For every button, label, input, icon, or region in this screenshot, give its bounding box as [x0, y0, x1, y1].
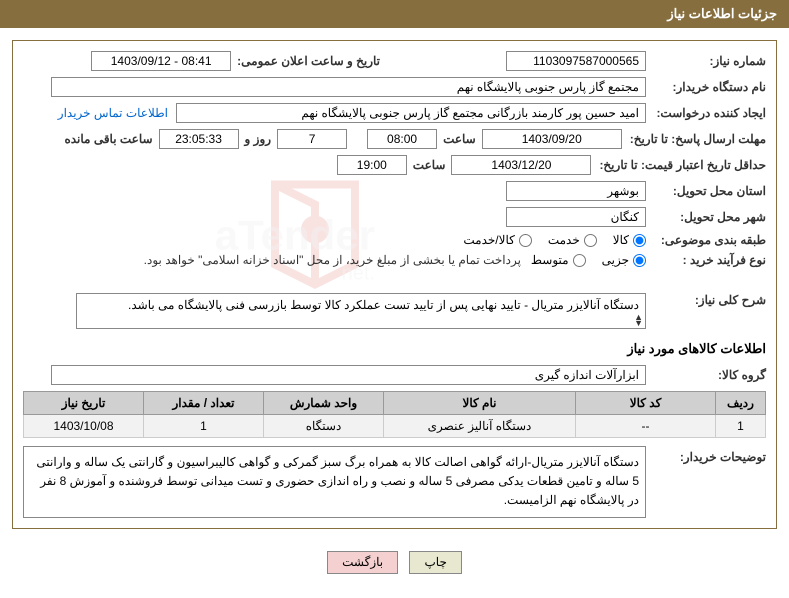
th-unit: واحد شمارش	[264, 392, 384, 415]
response-hour-field: 08:00	[367, 129, 437, 149]
response-deadline-label: مهلت ارسال پاسخ: تا تاریخ:	[622, 132, 766, 146]
response-date-field: 1403/09/20	[482, 129, 622, 149]
print-button[interactable]: چاپ	[409, 551, 461, 574]
td-row: 1	[716, 415, 766, 438]
group-label: گروه کالا:	[646, 368, 766, 382]
category-option-service[interactable]: خدمت	[548, 233, 597, 247]
page-header: جزئیات اطلاعات نیاز	[0, 0, 789, 28]
th-code: کد کالا	[576, 392, 716, 415]
purchase-option-minor[interactable]: جزیی	[602, 253, 646, 267]
content-frame: AriaTender .net شماره نیاز: 110309758700…	[12, 40, 777, 529]
category-label: طبقه بندی موضوعی:	[646, 233, 766, 247]
announce-datetime-field: 1403/09/12 - 08:41	[91, 51, 231, 71]
back-button[interactable]: بازگشت	[327, 551, 398, 574]
price-validity-hour-field: 19:00	[337, 155, 407, 175]
footer-buttons: چاپ بازگشت	[0, 541, 789, 588]
general-desc-text: دستگاه آنالایزر متریال - تایید نهایی پس …	[128, 298, 639, 312]
hour-label-1: ساعت	[437, 132, 482, 146]
category-radio-goods[interactable]	[633, 234, 646, 247]
delivery-city-field: کنگان	[506, 207, 646, 227]
resize-handle-icon[interactable]: ▲▼	[634, 314, 643, 326]
group-field: ابزارآلات اندازه گیری	[51, 365, 646, 385]
purchase-type-radio-group: جزیی متوسط	[531, 253, 646, 267]
need-number-field: 1103097587000565	[506, 51, 646, 71]
hours-remaining-label: ساعت باقی مانده	[58, 132, 158, 146]
announce-datetime-label: تاریخ و ساعت اعلان عمومی:	[231, 54, 386, 68]
purchase-radio-medium[interactable]	[573, 254, 586, 267]
th-date: تاریخ نیاز	[24, 392, 144, 415]
request-creator-label: ایجاد کننده درخواست:	[646, 106, 766, 120]
hour-label-2: ساعت	[407, 158, 452, 172]
category-option-goods[interactable]: کالا	[613, 233, 646, 247]
purchase-option-medium[interactable]: متوسط	[531, 253, 586, 267]
category-option-both[interactable]: کالا/خدمت	[463, 233, 531, 247]
purchase-type-label: نوع فرآیند خرید :	[646, 253, 766, 267]
request-creator-field: امید حسین پور کارمند بازرگانی مجتمع گاز …	[176, 103, 646, 123]
table-row: 1 -- دستگاه آنالیز عنصری دستگاه 1 1403/1…	[24, 415, 766, 438]
category-radio-group: کالا خدمت کالا/خدمت	[463, 233, 646, 247]
td-date: 1403/10/08	[24, 415, 144, 438]
need-number-label: شماره نیاز:	[646, 54, 766, 68]
price-validity-date-field: 1403/12/20	[451, 155, 591, 175]
th-name: نام کالا	[384, 392, 576, 415]
td-name: دستگاه آنالیز عنصری	[384, 415, 576, 438]
delivery-city-label: شهر محل تحویل:	[646, 210, 766, 224]
buyer-notes-label: توضیحات خریدار:	[646, 446, 766, 464]
days-and-label: روز و	[239, 132, 278, 146]
buyer-notes-box: دستگاه آنالایزر متریال-ارائه گواهی اصالت…	[23, 446, 646, 518]
time-remaining-field: 23:05:33	[159, 129, 239, 149]
th-qty: تعداد / مقدار	[144, 392, 264, 415]
buyer-org-label: نام دستگاه خریدار:	[646, 80, 766, 94]
delivery-province-field: بوشهر	[506, 181, 646, 201]
purchase-radio-minor[interactable]	[633, 254, 646, 267]
category-radio-service[interactable]	[584, 234, 597, 247]
general-desc-label: شرح کلی نیاز:	[646, 293, 766, 307]
purchase-note: پرداخت تمام یا بخشی از مبلغ خرید، از محل…	[144, 253, 521, 267]
td-qty: 1	[144, 415, 264, 438]
table-header-row: ردیف کد کالا نام کالا واحد شمارش تعداد /…	[24, 392, 766, 415]
items-table: ردیف کد کالا نام کالا واحد شمارش تعداد /…	[23, 391, 766, 438]
page-title: جزئیات اطلاعات نیاز	[667, 6, 777, 21]
buyer-contact-link[interactable]: اطلاعات تماس خریدار	[58, 106, 168, 120]
general-desc-box: دستگاه آنالایزر متریال - تایید نهایی پس …	[76, 293, 646, 329]
buyer-org-field: مجتمع گاز پارس جنوبی پالایشگاه نهم	[51, 77, 646, 97]
days-remaining-field: 7	[277, 129, 347, 149]
td-unit: دستگاه	[264, 415, 384, 438]
price-validity-label: حداقل تاریخ اعتبار قیمت: تا تاریخ:	[591, 158, 766, 172]
category-radio-both[interactable]	[519, 234, 532, 247]
th-row: ردیف	[716, 392, 766, 415]
delivery-province-label: استان محل تحویل:	[646, 184, 766, 198]
td-code: --	[576, 415, 716, 438]
items-section-title: اطلاعات کالاهای مورد نیاز	[23, 341, 766, 357]
